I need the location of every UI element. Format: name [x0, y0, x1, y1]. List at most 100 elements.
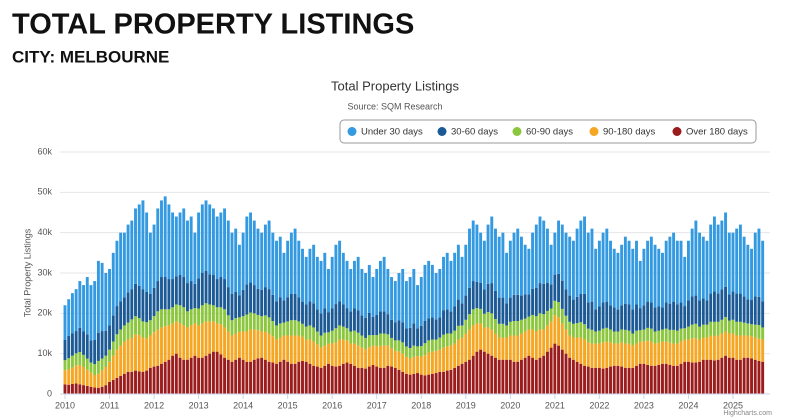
bar-segment — [186, 220, 189, 284]
bar-segment — [501, 323, 505, 338]
bar-segment — [612, 331, 616, 344]
bar-segment — [260, 316, 264, 332]
bar-segment — [679, 240, 683, 303]
bar-segment — [731, 333, 735, 358]
bar-segment — [252, 359, 256, 394]
bar-segment — [646, 240, 650, 302]
bar-segment — [82, 366, 86, 386]
bar-segment — [501, 232, 505, 298]
bar-segment — [319, 313, 323, 336]
bar-segment — [338, 339, 342, 366]
bar-segment — [571, 240, 575, 300]
bar-segment — [282, 322, 286, 336]
bar-segment — [334, 342, 338, 367]
x-tick-label: 2015 — [278, 400, 298, 410]
bar-segment — [653, 331, 657, 344]
bar-segment — [163, 326, 167, 362]
bar-segment — [145, 291, 149, 323]
bar-segment — [82, 285, 86, 332]
bar-segment — [709, 293, 713, 322]
bar-segment — [594, 309, 598, 332]
bar-segment — [163, 196, 167, 278]
bar-segment — [742, 296, 746, 323]
bar-segment — [635, 343, 638, 366]
bar-segment — [545, 325, 549, 352]
bar-segment — [731, 232, 735, 292]
bar-segment — [542, 220, 546, 284]
x-tick-label: 2011 — [100, 400, 119, 410]
y-tick-label: 20k — [37, 308, 52, 318]
bar-segment — [620, 366, 624, 394]
bar-segment — [382, 311, 386, 334]
bar-segment — [616, 331, 620, 344]
bar-segment — [750, 336, 753, 359]
bar-segment — [623, 343, 627, 368]
bar-segment — [70, 355, 74, 368]
bar-segment — [178, 305, 182, 324]
bar-segment — [289, 320, 293, 336]
bar-segment — [386, 334, 390, 346]
bar-segment — [397, 340, 401, 352]
bar-segment — [568, 236, 572, 296]
bar-segment — [505, 359, 509, 394]
bar-segment — [360, 268, 364, 316]
bar-segment — [293, 228, 297, 294]
bar-segment — [516, 335, 520, 362]
bar-segment — [234, 318, 238, 334]
bar-segment — [486, 224, 490, 284]
bar-segment — [568, 321, 572, 336]
bar-segment — [468, 329, 471, 360]
bar-segment — [716, 335, 720, 360]
bar-segment — [360, 367, 364, 394]
legend-box — [339, 119, 757, 144]
bar-segment — [356, 332, 360, 346]
bar-segment — [378, 333, 382, 346]
bar-segment — [137, 371, 141, 394]
bar-segment — [642, 363, 646, 394]
bar-segment — [668, 329, 672, 343]
bar-segment — [375, 346, 379, 367]
bar-segment — [571, 323, 575, 338]
bar-segment — [523, 357, 527, 394]
bar-segment — [63, 339, 67, 361]
bar-segment — [119, 301, 123, 330]
bar-segment — [115, 306, 119, 335]
bar-segment — [750, 248, 753, 301]
bar-segment — [738, 359, 742, 394]
bar-segment — [497, 297, 501, 324]
bar-segment — [675, 330, 679, 344]
bar-segment — [226, 331, 230, 360]
bar-segment — [527, 248, 531, 295]
page-subtitle: CITY: MELBOURNE — [12, 47, 169, 66]
bar-segment — [661, 307, 664, 330]
bar-segment — [312, 244, 316, 304]
bar-segment — [701, 236, 705, 299]
bar-segment — [709, 224, 713, 294]
bar-segment — [553, 274, 557, 301]
bar-segment — [111, 379, 115, 394]
bar-segment — [560, 308, 564, 324]
bar-segment — [742, 357, 746, 394]
bar-segment — [579, 220, 583, 294]
bar-segment — [167, 309, 171, 326]
bar-segment — [623, 367, 627, 394]
bar-segment — [111, 341, 115, 356]
bar-segment — [575, 323, 579, 338]
bar-segment — [404, 281, 408, 329]
bar-segment — [657, 306, 661, 331]
bar-segment — [750, 324, 753, 337]
bar-segment — [445, 333, 449, 347]
bar-segment — [78, 384, 82, 394]
bar-segment — [330, 308, 334, 331]
bar-segment — [438, 268, 442, 318]
bar-segment — [698, 339, 702, 362]
bar-segment — [108, 349, 111, 362]
bar-segment — [341, 304, 345, 327]
x-tick-label: 2016 — [322, 400, 342, 410]
bar-segment — [612, 307, 616, 332]
bar-segment — [382, 333, 386, 346]
bar-segment — [208, 353, 212, 394]
bar-segment — [401, 353, 405, 372]
bar-segment — [200, 204, 204, 273]
bar-segment — [690, 296, 694, 325]
